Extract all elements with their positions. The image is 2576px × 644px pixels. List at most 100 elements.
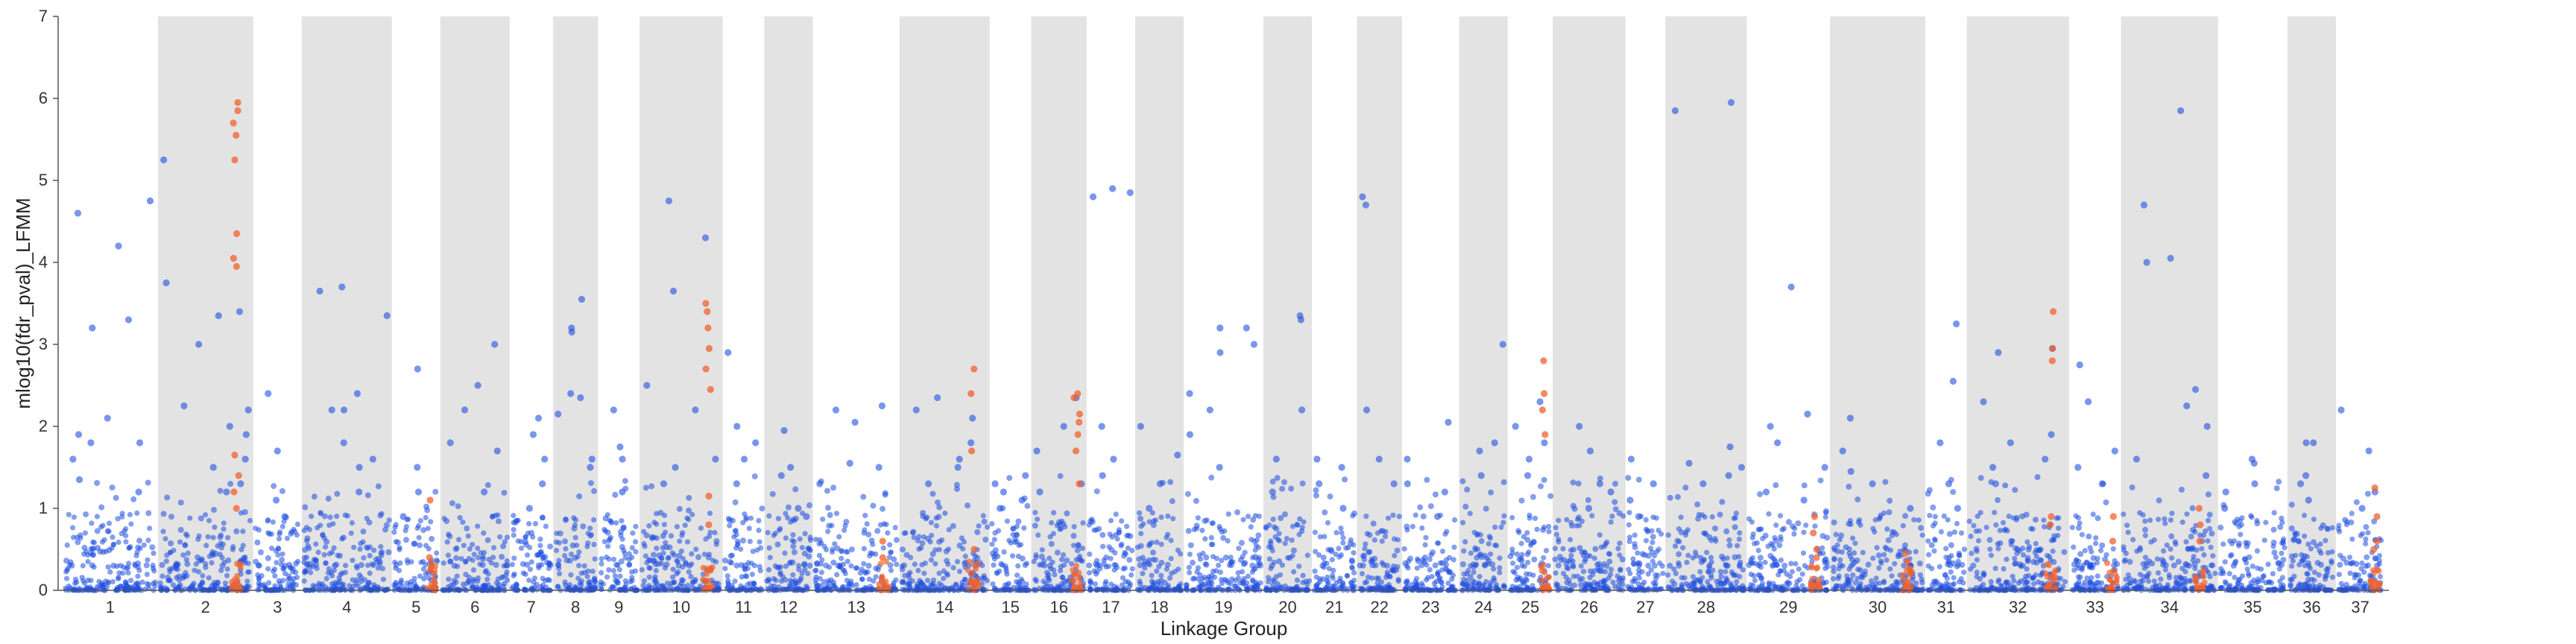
snp-point [141,542,147,548]
snp-point [1299,480,1306,487]
snp-point [1626,566,1632,572]
snp-point [1614,573,1620,579]
snp-point [805,570,811,577]
snp-point [1140,570,1146,577]
snp-point [1019,555,1026,562]
snp-point [318,523,323,528]
snp-point [511,532,517,538]
snp-point [1460,581,1466,587]
snp-point [1658,531,1664,537]
snp-point [245,561,251,566]
snp-point [911,534,917,540]
snp-point [823,562,829,569]
snp-point [284,535,290,541]
snp-point [490,545,497,551]
snp-point [1882,479,1889,485]
snp-point [1598,544,1604,550]
snp-point [675,562,682,569]
snp-point [834,572,840,578]
snp-point [1150,522,1157,528]
snp-point [202,512,209,518]
snp-point [1279,485,1286,492]
snp-point [906,585,913,591]
snp-point [2144,574,2150,580]
snp-point [1650,540,1655,546]
snp-point [591,541,597,548]
snp-point [1540,526,1547,533]
snp-point [739,574,745,580]
snp-point [2012,545,2019,552]
snp-point [2089,575,2094,581]
snp-point [1592,546,1599,552]
snp-point [2206,511,2213,518]
snp-point [1865,587,1871,593]
snp-point [1497,569,1503,575]
snp-point [162,536,168,542]
snp-point [919,540,926,546]
snp-point [1575,480,1582,487]
snp-point [816,552,822,558]
snp-point [393,562,400,568]
snp-point [1948,542,1954,549]
snp-point [1349,564,1355,570]
snp-point [766,513,772,519]
snp-point [1363,541,1368,547]
snp-point [1140,521,1146,527]
snp-point [832,541,838,547]
snp-point [2127,558,2133,565]
snp-point [936,504,943,511]
snp-point [1705,568,1711,575]
snp-point [2016,561,2023,568]
snp-point [266,531,273,537]
snp-point [2082,579,2088,586]
snp-point [862,513,868,519]
snp-point [1199,528,1205,534]
snp-point [2191,561,2198,568]
snp-point [515,538,521,544]
snp-point [421,575,427,582]
snp-point [1553,570,1559,576]
snp-point [329,572,335,579]
group-band-26 [1553,16,1626,590]
snp-point [600,581,606,587]
snp-point [1672,581,1678,587]
snp-point [805,546,811,552]
snp-point [334,490,341,497]
snp-point [1093,571,1099,577]
snp-point [1951,575,1957,581]
snp-point [82,581,88,587]
snp-point [88,578,94,584]
snp-point [1766,584,1772,590]
snp-point [176,573,182,579]
snp-point [1061,582,1067,588]
snp-point [2051,533,2057,540]
snp-point [1167,575,1173,581]
snp-point [991,562,997,568]
snp-point [2087,562,2094,569]
snp-point [2158,576,2164,582]
snp-point [1712,536,1718,542]
snp-point [1752,578,1758,584]
snp-point [256,575,262,581]
snp-point [1645,571,1651,577]
snp-point [405,517,411,523]
snp-point [1427,566,1433,573]
snp-point [1538,483,1544,490]
snp-point [527,566,534,572]
snp-point [1514,564,1520,571]
snp-point [2188,546,2194,552]
snp-point [1546,528,1552,534]
snp-point [167,569,173,575]
snp-point [1313,549,1319,555]
snp-point [1240,581,1246,587]
snp-point [1544,548,1550,554]
snp-point [1778,558,1784,564]
snp-point [1831,555,1837,561]
snp-point [1158,541,1164,547]
snp-point [1330,567,1336,573]
snp-point [332,562,338,569]
snp-point [2097,548,2104,554]
snp-point [402,528,408,534]
snp-point [1199,576,1205,582]
snp-point [1203,554,1210,561]
